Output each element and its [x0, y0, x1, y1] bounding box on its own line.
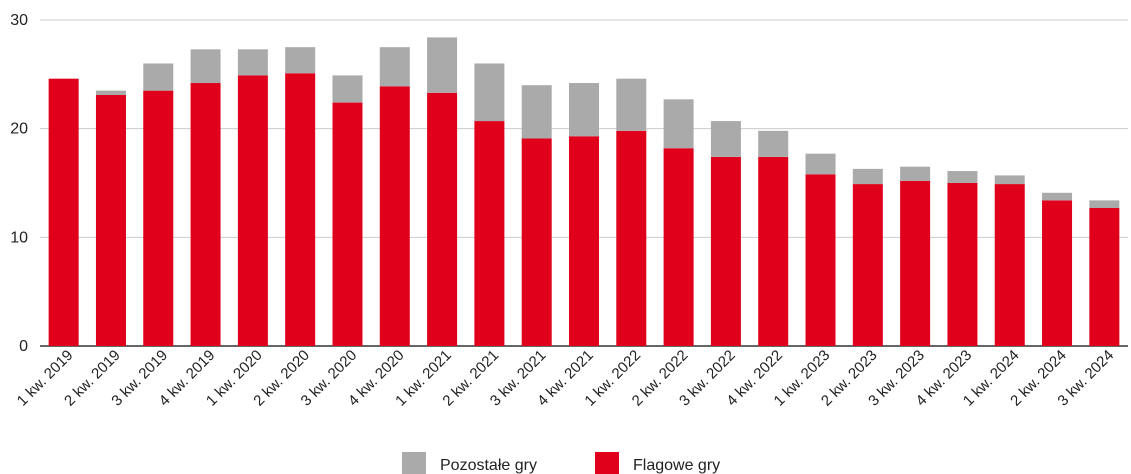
- bar-pozostale-gry: [805, 153, 836, 175]
- bar-flagowe-gry: [332, 102, 363, 346]
- bar-pozostale-gry: [521, 85, 552, 139]
- bar-pozostale-gry: [852, 168, 883, 185]
- bar-flagowe-gry: [95, 94, 126, 346]
- bar-pozostale-gry: [569, 83, 599, 137]
- bar-flagowe-gry: [521, 138, 552, 346]
- bar-flagowe-gry: [379, 86, 410, 346]
- bar-flagowe-gry: [427, 92, 458, 346]
- bars: [48, 37, 1120, 347]
- y-tick-label: 10: [10, 229, 28, 246]
- bar-flagowe-gry: [616, 130, 647, 346]
- y-tick-label: 30: [10, 12, 28, 29]
- bar-flagowe-gry: [852, 184, 883, 346]
- bar-flagowe-gry: [285, 73, 316, 346]
- bar-flagowe-gry: [237, 75, 268, 347]
- bar-pozostale-gry: [994, 175, 1025, 185]
- bar-pozostale-gry: [143, 63, 174, 91]
- bar-pozostale-gry: [1089, 200, 1120, 208]
- bar-pozostale-gry: [616, 78, 647, 131]
- bar-flagowe-gry: [190, 83, 221, 346]
- y-tick-label: 0: [19, 338, 28, 355]
- bar-pozostale-gry: [900, 166, 931, 181]
- bar-flagowe-gry: [758, 156, 789, 346]
- bar-flagowe-gry: [1042, 200, 1073, 346]
- bar-flagowe-gry: [474, 121, 505, 346]
- bar-pozostale-gry: [379, 47, 410, 87]
- bar-flagowe-gry: [1089, 207, 1120, 346]
- bar-pozostale-gry: [474, 63, 505, 122]
- bar-flagowe-gry: [994, 184, 1025, 346]
- bar-flagowe-gry: [900, 180, 931, 346]
- bar-pozostale-gry: [947, 171, 978, 183]
- bar-pozostale-gry: [427, 37, 458, 93]
- bar-pozostale-gry: [663, 99, 694, 149]
- bar-flagowe-gry: [805, 174, 836, 346]
- bar-pozostale-gry: [1042, 192, 1073, 201]
- bar-flagowe-gry: [569, 136, 599, 346]
- legend-swatch: [595, 452, 619, 474]
- bar-pozostale-gry: [332, 75, 363, 103]
- legend-label: Pozostałe gry: [440, 457, 537, 474]
- bar-flagowe-gry: [48, 78, 79, 347]
- y-axis-ticks: 0 10 20 30: [10, 12, 28, 355]
- legend-swatch: [402, 452, 426, 474]
- bar-flagowe-gry: [710, 156, 741, 346]
- legend-label: Flagowe gry: [633, 457, 720, 474]
- bar-flagowe-gry: [947, 183, 978, 346]
- bar-pozostale-gry: [285, 47, 316, 74]
- bar-pozostale-gry: [758, 130, 789, 157]
- bar-flagowe-gry: [663, 148, 694, 346]
- bar-pozostale-gry: [95, 90, 126, 95]
- legend: Pozostałe gry Flagowe gry: [402, 452, 720, 474]
- y-tick-label: 20: [10, 121, 28, 138]
- bar-flagowe-gry: [143, 90, 174, 346]
- bar-pozostale-gry: [190, 49, 221, 84]
- bar-pozostale-gry: [710, 121, 741, 157]
- bar-pozostale-gry: [237, 49, 268, 76]
